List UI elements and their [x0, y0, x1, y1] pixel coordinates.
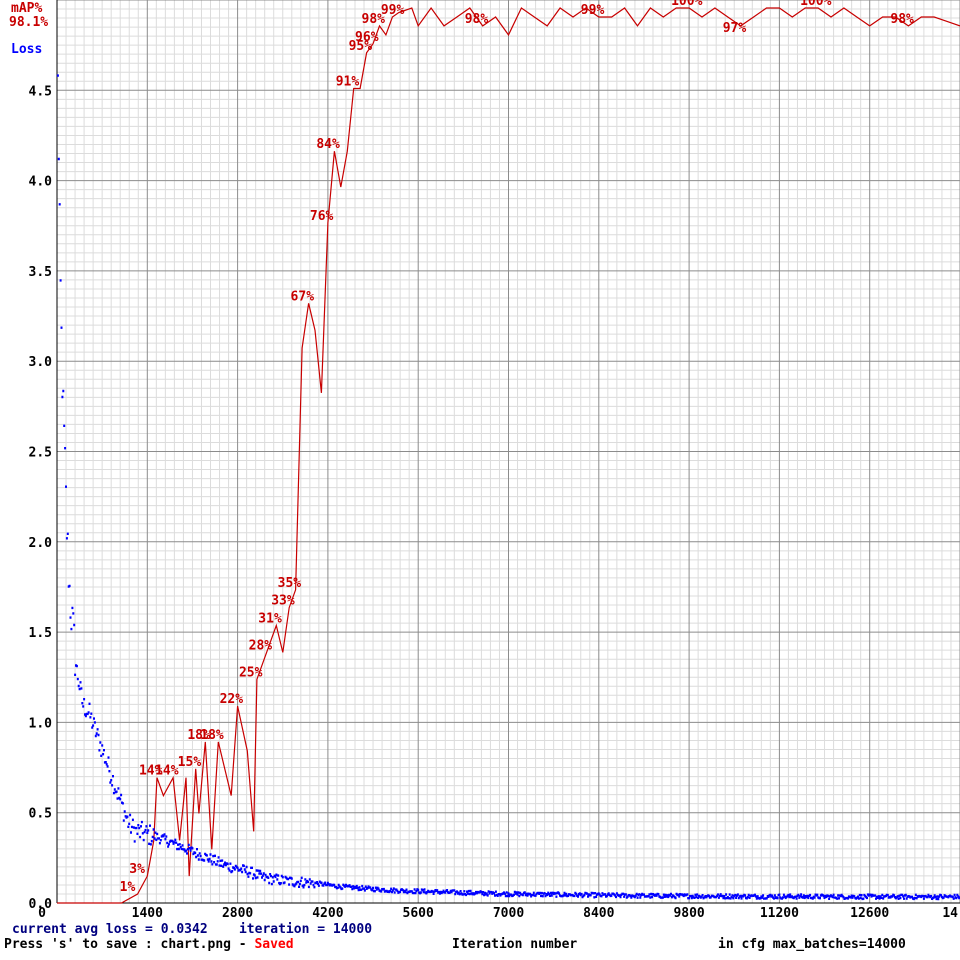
map-data-label: 31%	[258, 612, 282, 627]
map-data-label: 84%	[316, 137, 340, 152]
map-data-label: 15%	[178, 755, 202, 770]
x-tick-label: 2800	[222, 906, 253, 921]
axes	[56, 0, 960, 904]
map-data-label: 14%	[155, 764, 179, 779]
legend-loss-label: Loss	[11, 42, 42, 57]
loss-points	[56, 74, 960, 901]
map-data-label: 67%	[291, 289, 315, 304]
map-data-label: 96%	[355, 30, 379, 45]
map-series	[57, 6, 960, 904]
y-tick-label: 2.5	[29, 446, 52, 461]
x-tick-label: 7000	[493, 906, 524, 921]
map-data-label: 95%	[349, 39, 373, 54]
map-data-label: 98%	[890, 12, 914, 27]
map-data-label: 97%	[723, 21, 747, 36]
y-axis-ticks: 0.0 0.5 1.0 1.5 2.0 2.5 3.0 3.5 4.0 4.5	[29, 84, 53, 912]
x-tick-label: 1400	[132, 906, 163, 921]
legend-map-value: 98.1%	[9, 15, 48, 30]
map-data-label: 98%	[362, 12, 386, 27]
y-tick-label: 0.0	[29, 897, 53, 912]
save-hint: Press 's' to save : chart.png - Saved	[4, 938, 294, 952]
save-hint-text: Press 's' to save : chart.png -	[4, 937, 255, 952]
y-tick-label: 3.5	[29, 265, 52, 280]
map-data-label: 98%	[465, 12, 489, 27]
map-data-label: 99%	[381, 3, 405, 18]
map-data-label: 35%	[278, 576, 302, 591]
map-data-label: 22%	[220, 692, 244, 707]
x-tick-label: 12600	[850, 906, 889, 921]
legend-map-label: mAP%	[11, 1, 42, 16]
map-data-label: 28%	[249, 638, 273, 653]
y-tick-label: 4.0	[29, 175, 53, 190]
legend: mAP% 98.1% Loss	[9, 1, 48, 57]
map-data-label: 91%	[336, 75, 360, 90]
map-data-label: 76%	[310, 209, 334, 224]
map-data-label: 1%	[120, 880, 136, 895]
y-tick-label: 3.0	[29, 355, 53, 370]
max-batches-info: in cfg max_batches=14000	[718, 937, 906, 952]
map-data-label: 100%	[800, 0, 831, 9]
x-tick-label: 0	[38, 906, 46, 921]
map-data-label: 18%	[200, 728, 224, 743]
x-tick-label: 9800	[673, 906, 704, 921]
x-tick-label: 5600	[403, 906, 434, 921]
map-line	[57, 6, 960, 904]
major-grid	[56, 0, 960, 904]
map-labels: 1%3%14%14%15%18%18%22%25%28%31%33%35%67%…	[120, 0, 914, 895]
x-axis-ticks: 0 1400 2800 4200 5600 7000 8400 9800 11200 12600 1…	[38, 906, 958, 921]
map-data-label: 99%	[581, 3, 605, 18]
save-status: Saved	[254, 937, 294, 952]
map-data-label: 100%	[671, 0, 702, 9]
y-tick-label: 4.5	[29, 84, 52, 99]
map-data-label: 3%	[129, 862, 145, 877]
y-tick-label: 0.5	[29, 807, 52, 822]
x-tick-label: 8400	[583, 906, 614, 921]
map-data-label: 25%	[239, 665, 263, 680]
map-data-label: 33%	[271, 594, 295, 609]
map-data-label: 14%	[139, 764, 163, 779]
x-tick-label: 11200	[760, 906, 799, 921]
y-tick-label: 1.0	[29, 716, 53, 731]
current-loss-status: current avg loss = 0.0342 iteration = 14…	[12, 922, 373, 937]
x-tick-label: 14	[942, 906, 958, 921]
y-tick-label: 2.0	[29, 536, 53, 551]
y-tick-label: 1.5	[29, 626, 52, 641]
loss-series	[56, 74, 960, 901]
map-data-label: 18%	[187, 728, 211, 743]
x-tick-label: 4200	[312, 906, 343, 921]
x-axis-label: Iteration number	[452, 937, 578, 952]
